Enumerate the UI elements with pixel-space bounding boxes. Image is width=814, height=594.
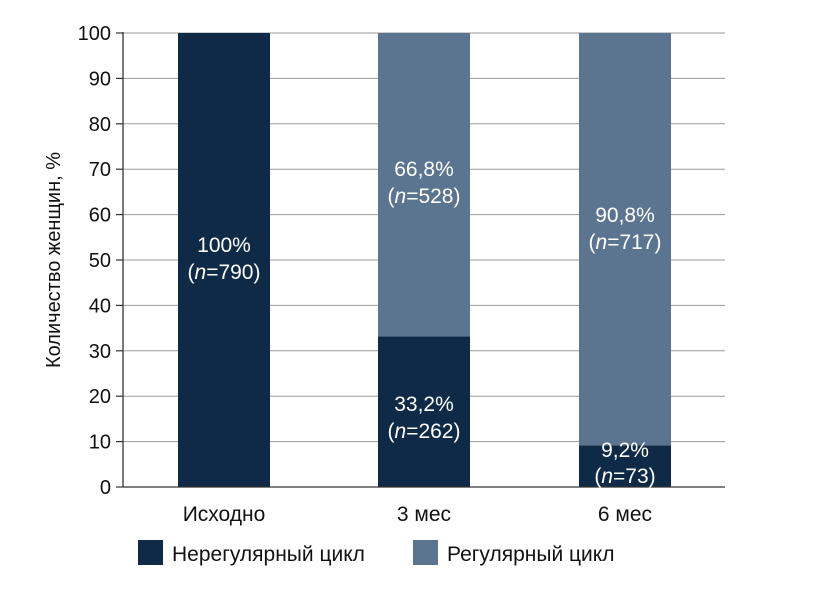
n-value: 262 — [418, 420, 453, 443]
y-tick-label: 90 — [89, 68, 111, 90]
legend-swatch — [138, 540, 163, 565]
bar-segment — [579, 445, 671, 487]
y-tick-label: 80 — [89, 114, 111, 136]
y-tick-label: 10 — [89, 432, 111, 454]
data-label-percent: 9,2% — [601, 439, 649, 462]
legend-swatch — [413, 540, 438, 565]
data-label-n: (n=528) — [388, 185, 461, 208]
data-label-n: (n=73) — [594, 465, 655, 488]
axes — [116, 32, 725, 488]
data-label-percent: 33,2% — [394, 393, 454, 416]
data-label-percent: 90,8% — [595, 204, 655, 227]
n-value: 73 — [625, 465, 648, 488]
legend-label: Нерегулярный цикл — [172, 543, 365, 566]
x-category-labels: Исходно 3 мес 6 мес — [183, 503, 652, 526]
bar-segment — [378, 33, 470, 337]
data-label-n: (n=790) — [188, 261, 261, 284]
data-label-n: (n=262) — [388, 420, 461, 443]
n-value: 790 — [218, 261, 253, 284]
bar-segment — [178, 33, 270, 487]
y-tick-label: 100 — [78, 23, 111, 45]
y-tick-label: 60 — [89, 205, 111, 227]
x-category-label: 6 мес — [598, 503, 652, 526]
y-tick-labels: 0 10 20 30 40 50 60 70 80 90 100 — [78, 23, 111, 499]
y-tick-label: 40 — [89, 295, 111, 317]
x-category-label: 3 мес — [397, 503, 451, 526]
y-tick-label: 0 — [100, 477, 111, 499]
bar-segment — [378, 336, 470, 487]
data-labels: 100% (n=790) 66,8% (n=528) 33,2% (n=262) 90,8%… — [188, 158, 662, 488]
n-value: 528 — [418, 185, 453, 208]
data-label-percent: 66,8% — [394, 158, 454, 181]
y-tick-label: 70 — [89, 159, 111, 181]
legend-label: Регулярный цикл — [447, 543, 614, 566]
y-axis-label: Количество женщин, % — [43, 152, 65, 368]
bar-segment — [579, 33, 671, 446]
bars — [178, 33, 671, 487]
x-category-label: Исходно — [183, 503, 266, 526]
y-tick-label: 50 — [89, 250, 111, 272]
data-label-percent: 100% — [197, 234, 251, 257]
legend: Нерегулярный цикл Регулярный цикл — [138, 540, 614, 566]
y-tick-label: 30 — [89, 341, 111, 363]
data-label-n: (n=717) — [589, 231, 662, 254]
n-value: 717 — [619, 231, 654, 254]
y-tick-label: 20 — [89, 386, 111, 408]
